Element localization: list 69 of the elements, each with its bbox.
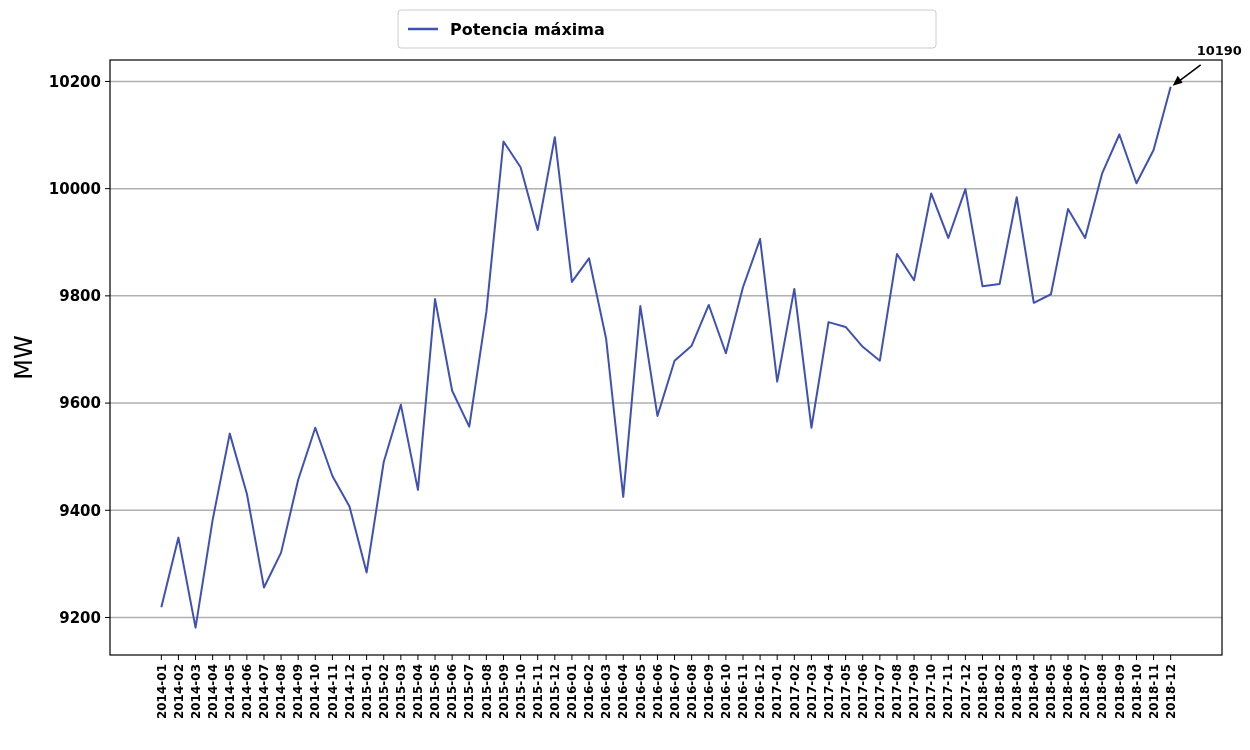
x-tick-label: 2017-12 [958, 664, 973, 720]
x-tick-label: 2018-12 [1163, 664, 1178, 720]
x-tick-label: 2014-02 [171, 664, 186, 720]
x-tick-label: 2016-11 [736, 664, 751, 720]
x-tick-label: 2014-05 [222, 664, 237, 720]
x-tick-label: 2017-04 [821, 664, 836, 720]
x-tick-label: 2015-04 [411, 664, 426, 720]
x-tick-label: 2018-02 [992, 664, 1007, 720]
x-tick-label: 2016-09 [701, 664, 716, 720]
x-tick-label: 2016-03 [599, 664, 614, 720]
x-tick-label: 2015-03 [394, 664, 409, 720]
x-tick-label: 2017-11 [941, 664, 956, 720]
x-tick-label: 2015-08 [479, 664, 494, 720]
x-tick-label: 2017-07 [873, 664, 888, 720]
x-tick-label: 2015-02 [376, 664, 391, 720]
x-tick-label: 2017-01 [770, 664, 785, 720]
x-tick-label: 2018-04 [1027, 664, 1042, 720]
x-tick-label: 2014-06 [240, 664, 255, 720]
x-tick-label: 2014-09 [291, 664, 306, 720]
x-tick-label: 2015-11 [530, 664, 545, 720]
x-tick-label: 2016-06 [650, 664, 665, 720]
x-tick-label: 2017-05 [838, 664, 853, 720]
x-tick-label: 2014-07 [257, 664, 272, 720]
x-tick-label: 2018-11 [1146, 664, 1161, 720]
y-tick-label: 9200 [59, 608, 101, 627]
x-tick-label: 2016-07 [667, 664, 682, 720]
x-tick-label: 2017-06 [855, 664, 870, 720]
y-tick-label: 10200 [48, 72, 101, 91]
x-tick-label: 2015-06 [445, 664, 460, 720]
x-tick-label: 2015-05 [428, 664, 443, 720]
x-tick-label: 2016-10 [719, 664, 734, 720]
x-tick-label: 2017-10 [924, 664, 939, 720]
x-tick-label: 2018-03 [1009, 664, 1024, 720]
x-tick-label: 2016-04 [616, 664, 631, 720]
x-tick-label: 2018-08 [1095, 664, 1110, 720]
x-tick-label: 2018-01 [975, 664, 990, 720]
x-tick-label: 2016-05 [633, 664, 648, 720]
x-tick-label: 2018-10 [1129, 664, 1144, 720]
x-tick-label: 2014-12 [342, 664, 357, 720]
x-tick-label: 2016-12 [753, 664, 768, 720]
x-tick-label: 2017-02 [787, 664, 802, 720]
x-tick-label: 2014-01 [154, 664, 169, 720]
annotation: 10190 [1196, 42, 1242, 58]
x-tick-label: 2017-03 [804, 664, 819, 720]
x-tick-label: 2017-08 [890, 664, 905, 720]
y-tick-label: 9800 [59, 287, 101, 306]
x-tick-label: 2015-12 [548, 664, 562, 720]
x-tick-label: 2015-09 [496, 664, 511, 720]
x-tick-label: 2016-02 [582, 664, 597, 720]
x-tick-label: 2018-09 [1112, 664, 1127, 720]
x-tick-label: 2014-03 [188, 664, 203, 720]
y-tick-label: 9600 [59, 394, 101, 413]
x-tick-label: 2016-01 [565, 664, 580, 720]
x-tick-label: 2014-08 [274, 664, 289, 720]
x-tick-label: 2018-05 [1044, 664, 1059, 720]
y-tick-label: 10000 [48, 179, 101, 198]
x-tick-label: 2014-10 [308, 664, 323, 720]
x-tick-label: 2018-06 [1061, 664, 1076, 720]
x-tick-label: 2016-08 [684, 664, 699, 720]
x-tick-label: 2015-07 [462, 664, 477, 720]
x-tick-label: 2014-11 [325, 664, 340, 720]
x-tick-label: 2015-10 [513, 664, 528, 720]
x-tick-label: 2014-04 [205, 664, 220, 720]
y-axis-title: MW [10, 335, 38, 380]
x-tick-label: 2017-09 [907, 664, 922, 720]
legend-label: Potencia máxima [450, 19, 605, 39]
y-tick-label: 9400 [59, 501, 101, 520]
x-tick-label: 2018-07 [1078, 664, 1093, 720]
x-tick-label: 2015-01 [359, 664, 374, 720]
